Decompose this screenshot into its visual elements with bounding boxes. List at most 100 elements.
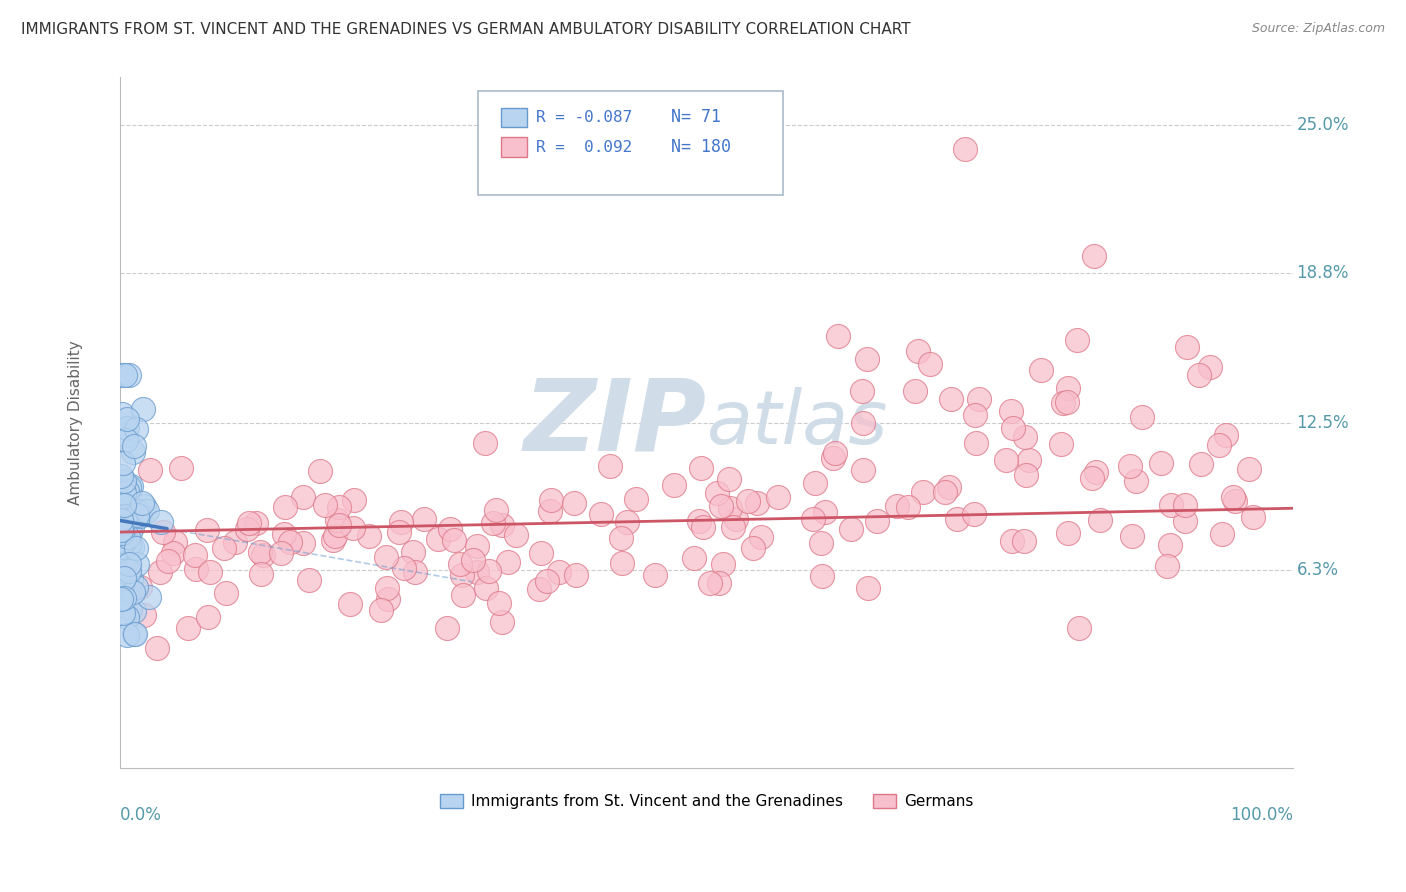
Point — [965, 435, 987, 450]
Point — [122, 439, 145, 453]
Point — [1130, 409, 1153, 424]
Text: N= 71: N= 71 — [671, 109, 721, 127]
Point — [706, 486, 728, 500]
Point — [115, 609, 138, 624]
Point — [801, 512, 824, 526]
Point — [967, 392, 990, 407]
Point — [907, 344, 929, 359]
Point — [1050, 437, 1073, 451]
Point — [1029, 363, 1052, 377]
Point — [810, 536, 832, 550]
Point — [404, 566, 426, 580]
Point — [478, 564, 501, 578]
Point — [904, 384, 927, 399]
Point — [856, 581, 879, 595]
Point — [536, 574, 558, 589]
Point — [866, 514, 889, 528]
Point — [270, 546, 292, 560]
Point — [120, 572, 142, 586]
Point — [117, 557, 139, 571]
Point — [110, 493, 132, 508]
Point — [662, 478, 685, 492]
Point — [114, 368, 136, 382]
Text: ZIP: ZIP — [523, 374, 707, 471]
Point — [1125, 474, 1147, 488]
Point — [599, 458, 621, 473]
Point — [112, 474, 135, 488]
Point — [115, 489, 138, 503]
Point — [110, 469, 132, 483]
Point — [110, 523, 132, 537]
Point — [127, 504, 149, 518]
Point — [117, 628, 139, 642]
Point — [111, 496, 134, 510]
Point — [136, 504, 159, 518]
Point — [118, 480, 141, 494]
Point — [699, 576, 721, 591]
Text: Source: ZipAtlas.com: Source: ZipAtlas.com — [1251, 22, 1385, 36]
Text: atlas: atlas — [707, 386, 889, 458]
Point — [1057, 381, 1080, 395]
Point — [1160, 499, 1182, 513]
Point — [443, 533, 465, 547]
Point — [995, 452, 1018, 467]
Point — [897, 500, 920, 514]
Point — [401, 544, 423, 558]
Point — [110, 513, 132, 527]
Point — [115, 483, 138, 498]
Point — [1215, 428, 1237, 442]
Point — [821, 450, 844, 465]
Point — [197, 610, 219, 624]
FancyBboxPatch shape — [502, 108, 527, 128]
Point — [953, 142, 976, 156]
Point — [111, 456, 134, 470]
Point — [112, 606, 135, 620]
Point — [911, 485, 934, 500]
Legend: Immigrants from St. Vincent and the Grenadines, Germans: Immigrants from St. Vincent and the Gren… — [434, 788, 979, 815]
Point — [121, 540, 143, 554]
Point — [278, 534, 301, 549]
Point — [1083, 249, 1105, 263]
Point — [125, 580, 148, 594]
Text: 18.8%: 18.8% — [1296, 264, 1348, 282]
Text: IMMIGRANTS FROM ST. VINCENT AND THE GRENADINES VS GERMAN AMBULATORY DISABILITY C: IMMIGRANTS FROM ST. VINCENT AND THE GREN… — [21, 22, 911, 37]
Point — [1208, 438, 1230, 452]
Point — [827, 329, 849, 343]
Point — [412, 512, 434, 526]
Point — [115, 433, 138, 447]
Point — [1237, 461, 1260, 475]
Point — [110, 555, 132, 569]
Point — [118, 501, 141, 516]
Point — [200, 566, 222, 580]
Point — [328, 517, 350, 532]
Point — [610, 556, 633, 570]
Point — [122, 627, 145, 641]
Point — [118, 564, 141, 578]
Point — [852, 416, 875, 430]
Point — [741, 541, 763, 556]
Point — [118, 368, 141, 382]
Point — [359, 529, 381, 543]
Point — [112, 591, 135, 606]
Point — [565, 568, 588, 582]
Point — [152, 525, 174, 540]
Point — [1000, 403, 1022, 417]
Point — [610, 531, 633, 545]
FancyBboxPatch shape — [478, 91, 783, 194]
Point — [156, 554, 179, 568]
Point — [117, 566, 139, 581]
Point — [249, 545, 271, 559]
Point — [224, 535, 246, 549]
Point — [121, 519, 143, 533]
Point — [1001, 533, 1024, 548]
Point — [538, 504, 561, 518]
Point — [112, 486, 135, 500]
Point — [122, 585, 145, 599]
Point — [118, 537, 141, 551]
Point — [328, 500, 350, 514]
Point — [377, 592, 399, 607]
Point — [1149, 457, 1171, 471]
Point — [1118, 458, 1140, 473]
Point — [112, 572, 135, 586]
Point — [111, 408, 134, 422]
